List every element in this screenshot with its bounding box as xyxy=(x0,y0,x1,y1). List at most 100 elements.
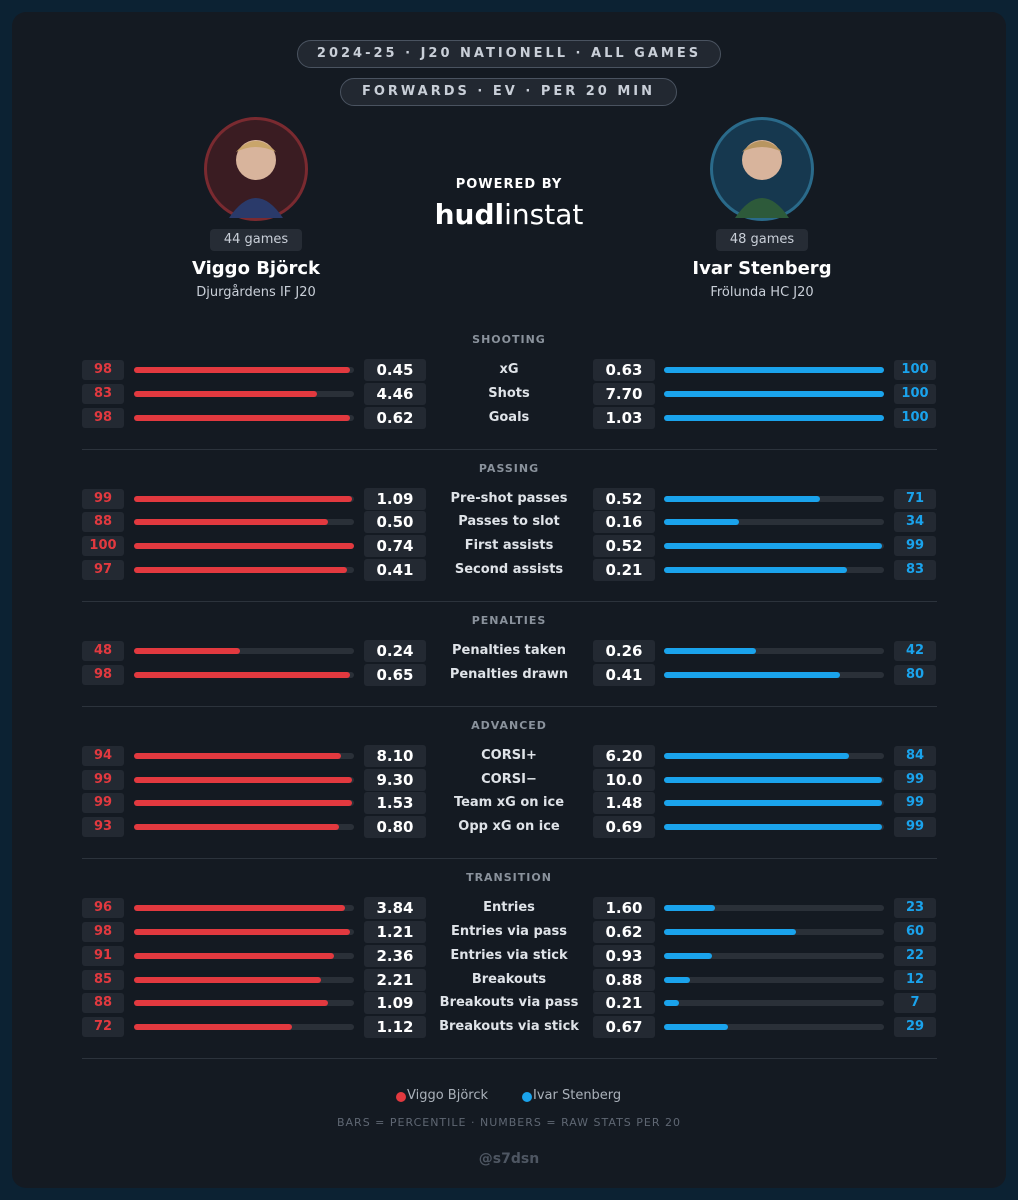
percentile-bar xyxy=(134,519,328,526)
percentile-label: 88 xyxy=(82,512,124,533)
raw-stat: 0.80 xyxy=(364,816,426,839)
percentile-label: 100 xyxy=(82,536,124,557)
percentile-bar xyxy=(134,824,339,831)
stat-label: Shots xyxy=(488,385,530,401)
percentile-bar xyxy=(664,543,882,550)
stat-label: CORSI− xyxy=(481,771,537,787)
percentile-bar xyxy=(664,1024,728,1031)
percentile-label: 83 xyxy=(82,383,124,404)
bar-track xyxy=(664,1024,884,1031)
player-photo xyxy=(204,117,308,221)
raw-stat: 0.50 xyxy=(364,511,426,534)
percentile-bar xyxy=(134,495,352,502)
header-line: FORWARDS · EV · PER 20 MIN xyxy=(340,78,677,106)
bar-track xyxy=(664,1000,884,1007)
brand-light: instat xyxy=(504,198,584,231)
percentile-bar xyxy=(134,367,350,373)
percentile-label: 98 xyxy=(82,922,124,942)
percentile-label: 99 xyxy=(82,769,124,790)
stat-label: Passes to slot xyxy=(458,514,560,530)
percentile-label: 72 xyxy=(82,1017,124,1038)
percentile-label: 7 xyxy=(894,993,936,1014)
bar-track xyxy=(134,648,354,654)
bar-track xyxy=(664,952,884,959)
raw-stat: 0.62 xyxy=(593,921,655,943)
stat-label: CORSI+ xyxy=(481,747,537,763)
percentile-bar xyxy=(664,976,691,983)
player-name: Viggo Björck xyxy=(192,258,320,279)
section-title: PASSING xyxy=(478,461,540,475)
percentile-bar xyxy=(664,800,882,807)
raw-stat: 1.21 xyxy=(364,921,426,943)
brand-bold: hudl xyxy=(434,198,505,231)
percentile-label: 96 xyxy=(82,898,124,919)
photo-icon xyxy=(229,140,283,218)
player-name: Ivar Stenberg xyxy=(692,258,832,279)
divider xyxy=(82,858,937,860)
raw-stat: 0.21 xyxy=(593,559,655,581)
section-title: TRANSITION xyxy=(466,871,552,885)
stat-label: Team xG on ice xyxy=(453,795,565,811)
percentile-bar xyxy=(134,776,352,783)
percentile-bar xyxy=(664,648,757,654)
raw-stat: 6.20 xyxy=(593,744,655,767)
raw-stat: 1.60 xyxy=(593,897,655,920)
photo-icon xyxy=(735,140,789,218)
stat-label: Penalties taken xyxy=(452,643,566,658)
raw-stat: 4.46 xyxy=(364,382,426,405)
player-photo xyxy=(710,117,814,221)
stat-label: Breakouts xyxy=(471,971,547,987)
percentile-bar xyxy=(134,567,348,573)
stat-label: Pre-shot passes xyxy=(450,490,568,506)
raw-stat: 9.30 xyxy=(364,768,426,791)
bar-track xyxy=(664,519,884,526)
percentile-bar xyxy=(134,543,354,550)
percentile-label: 100 xyxy=(894,360,936,380)
percentile-label: 99 xyxy=(894,536,936,557)
percentile-label: 88 xyxy=(82,993,124,1014)
raw-stat: 0.41 xyxy=(364,559,426,581)
brand: hudlinstat xyxy=(409,198,609,231)
percentile-label: 22 xyxy=(894,945,936,966)
percentile-bar xyxy=(134,800,352,807)
stat-label: Penalties drawn xyxy=(449,666,569,682)
percentile-bar xyxy=(664,519,739,526)
percentile-bar xyxy=(664,929,796,935)
raw-stat: 0.62 xyxy=(364,406,426,429)
raw-stat: 0.74 xyxy=(364,535,426,558)
raw-stat: 0.63 xyxy=(593,359,655,381)
percentile-label: 99 xyxy=(894,817,936,838)
percentile-label: 98 xyxy=(82,407,124,428)
raw-stat: 0.88 xyxy=(593,968,655,991)
player-team: Djurgårdens IF J20 xyxy=(196,285,316,300)
percentile-label: 80 xyxy=(894,664,936,685)
percentile-bar xyxy=(664,390,884,397)
percentile-label: 100 xyxy=(894,383,936,404)
percentile-label: 98 xyxy=(82,360,124,380)
divider xyxy=(82,1058,937,1060)
percentile-bar xyxy=(134,648,240,654)
footer-note: BARS = PERCENTILE · NUMBERS = RAW STATS … xyxy=(336,1116,681,1129)
section-title: SHOOTING xyxy=(472,333,546,346)
raw-stat: 3.84 xyxy=(364,897,426,920)
raw-stat: 0.69 xyxy=(593,816,655,839)
percentile-bar xyxy=(134,414,350,421)
legend-dot xyxy=(396,1092,406,1102)
percentile-label: 48 xyxy=(82,641,124,661)
percentile-label: 12 xyxy=(894,969,936,990)
percentile-label: 99 xyxy=(82,488,124,509)
percentile-bar xyxy=(134,390,317,397)
percentile-label: 94 xyxy=(82,745,124,766)
bar-track xyxy=(664,976,884,983)
raw-stat: 0.21 xyxy=(593,992,655,1015)
legend-label: Ivar Stenberg xyxy=(533,1088,622,1103)
percentile-label: 93 xyxy=(82,817,124,838)
bar-track xyxy=(664,648,884,654)
percentile-label: 99 xyxy=(894,769,936,790)
percentile-label: 23 xyxy=(894,898,936,919)
percentile-label: 99 xyxy=(894,793,936,814)
raw-stat: 10.0 xyxy=(593,768,655,791)
percentile-bar xyxy=(664,752,849,759)
percentile-label: 83 xyxy=(894,560,936,580)
player-team: Frölunda HC J20 xyxy=(710,285,814,300)
